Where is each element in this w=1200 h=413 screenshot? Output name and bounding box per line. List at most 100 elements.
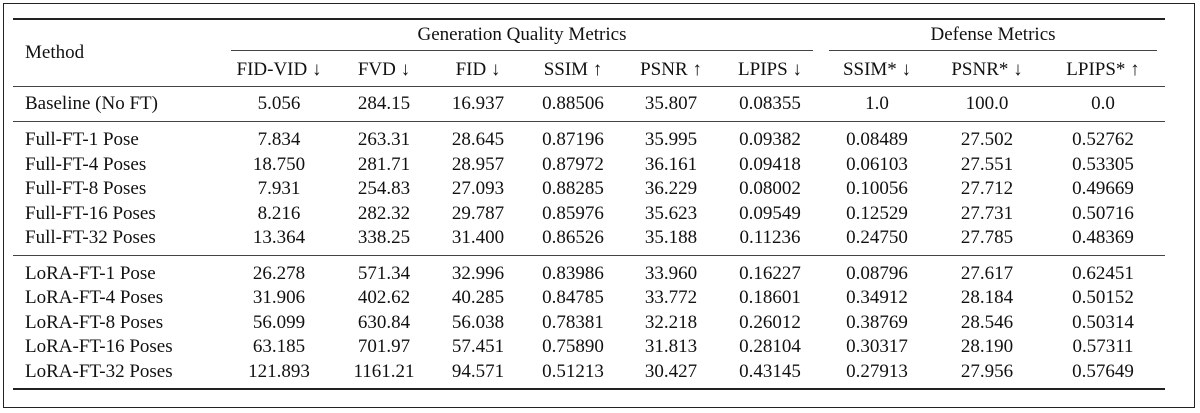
value-cell: 0.43145 bbox=[719, 359, 821, 390]
col-header: FID ↓ bbox=[455, 59, 501, 80]
value-cell: 0.09418 bbox=[739, 153, 801, 175]
value-cell: 8.216 bbox=[257, 202, 301, 224]
value-cell: 0.26012 bbox=[739, 311, 801, 333]
value-cell: 0.85976 bbox=[542, 202, 604, 224]
col-header: PSNR ↑ bbox=[640, 59, 702, 80]
table-row: Full-FT-4 Poses 18.750 281.71 28.957 0.87972… bbox=[13, 153, 1165, 178]
value-cell: 35.188 bbox=[644, 227, 698, 248]
value-cell: 30.427 bbox=[623, 359, 719, 390]
value-cell: 0.11236 bbox=[739, 227, 801, 248]
method-cell: Full-FT-8 Poses bbox=[25, 178, 147, 199]
method-cell: Baseline (No FT) bbox=[13, 86, 223, 122]
value-cell: 0.48369 bbox=[1072, 227, 1134, 248]
value-cell: 27.785 bbox=[960, 227, 1014, 248]
baseline-section: Baseline (No FT) 5.056 284.15 16.937 0.8… bbox=[13, 86, 1165, 122]
table-row: LoRA-FT-8 Poses 56.099 630.84 56.038 0.78381… bbox=[13, 311, 1165, 336]
value-cell: 28.190 bbox=[960, 336, 1014, 357]
table-row: Full-FT-16 Poses 8.216 282.32 29.787 0.85976… bbox=[13, 202, 1165, 227]
value-cell: 40.285 bbox=[451, 287, 505, 308]
value-cell: 26.278 bbox=[223, 254, 335, 286]
value-cell: 0.08489 bbox=[821, 121, 933, 153]
value-cell: 27.956 bbox=[933, 359, 1041, 390]
value-cell: 27.502 bbox=[933, 121, 1041, 153]
value-cell: 31.813 bbox=[644, 336, 698, 357]
col-header: PSNR* ↓ bbox=[951, 59, 1023, 80]
table-row: LoRA-FT-32 Poses 121.893 1161.21 94.571 0.51… bbox=[13, 359, 1165, 390]
value-cell: 571.34 bbox=[335, 254, 433, 286]
value-cell: 13.364 bbox=[252, 227, 306, 248]
col-header: SSIM ↑ bbox=[543, 59, 603, 80]
value-cell: 0.86526 bbox=[542, 227, 604, 248]
table-row: Full-FT-8 Poses 7.931 254.83 27.093 0.88285 3… bbox=[13, 177, 1165, 202]
value-cell: 28.546 bbox=[960, 311, 1014, 333]
value-cell: 0.38769 bbox=[846, 311, 908, 333]
group-header-defense: Defense Metrics bbox=[821, 18, 1165, 54]
value-cell: 63.185 bbox=[252, 336, 306, 357]
value-cell: 0.57311 bbox=[1072, 336, 1134, 357]
value-cell: 0.87196 bbox=[523, 121, 623, 153]
full-ft-section: Full-FT-1 Pose 7.834 263.31 28.645 0.87196 35… bbox=[13, 121, 1165, 256]
value-cell: 56.099 bbox=[252, 311, 306, 333]
results-table: Method Generation Quality Metrics Defens… bbox=[13, 18, 1165, 390]
value-cell: 0.16227 bbox=[719, 254, 821, 286]
value-cell: 16.937 bbox=[433, 86, 523, 122]
value-cell: 27.712 bbox=[960, 178, 1014, 199]
value-cell: 282.32 bbox=[357, 202, 411, 224]
method-cell: Full-FT-4 Poses bbox=[25, 153, 147, 175]
value-cell: 33.772 bbox=[644, 287, 698, 308]
col-header: LPIPS ↓ bbox=[738, 59, 802, 80]
value-cell: 0.51213 bbox=[523, 359, 623, 390]
col-header: FVD ↓ bbox=[357, 59, 411, 80]
value-cell: 27.731 bbox=[960, 202, 1014, 224]
value-cell: 701.97 bbox=[357, 336, 411, 357]
value-cell: 35.623 bbox=[644, 202, 698, 224]
method-cell: LoRA-FT-32 Poses bbox=[13, 359, 223, 390]
col-header: LPIPS* ↑ bbox=[1066, 59, 1140, 80]
value-cell: 27.617 bbox=[933, 254, 1041, 286]
value-cell: 254.83 bbox=[357, 178, 411, 199]
value-cell: 100.0 bbox=[933, 86, 1041, 122]
value-cell: 630.84 bbox=[357, 311, 411, 333]
value-cell: 0.50716 bbox=[1072, 202, 1134, 224]
value-cell: 35.995 bbox=[623, 121, 719, 153]
method-cell: Full-FT-32 Poses bbox=[25, 227, 156, 248]
value-cell: 31.400 bbox=[451, 227, 505, 248]
value-cell: 31.906 bbox=[252, 287, 306, 308]
value-cell: 33.960 bbox=[623, 254, 719, 286]
value-cell: 0.34912 bbox=[846, 287, 908, 308]
table-row: Baseline (No FT) 5.056 284.15 16.937 0.8… bbox=[13, 86, 1165, 122]
value-cell: 7.834 bbox=[223, 121, 335, 153]
value-cell: 27.093 bbox=[451, 178, 505, 199]
value-cell: 0.09549 bbox=[739, 202, 801, 224]
value-cell: 32.218 bbox=[644, 311, 698, 333]
value-cell: 0.84785 bbox=[542, 287, 604, 308]
value-cell: 121.893 bbox=[223, 359, 335, 390]
value-cell: 36.229 bbox=[644, 178, 698, 199]
table-row: LoRA-FT-1 Pose 26.278 571.34 32.996 0.83986 3… bbox=[13, 254, 1165, 286]
value-cell: 0.08355 bbox=[719, 86, 821, 122]
table-row: LoRA-FT-16 Poses 63.185 701.97 57.451 0.7589… bbox=[13, 335, 1165, 360]
value-cell: 0.53305 bbox=[1072, 153, 1134, 175]
value-cell: 0.28104 bbox=[739, 336, 801, 357]
value-cell: 5.056 bbox=[223, 86, 335, 122]
value-cell: 402.62 bbox=[357, 287, 411, 308]
table-frame bbox=[3, 3, 1195, 408]
value-cell: 57.451 bbox=[451, 336, 505, 357]
method-cell: Full-FT-16 Poses bbox=[25, 202, 156, 224]
value-cell: 263.31 bbox=[335, 121, 433, 153]
lora-ft-section: LoRA-FT-1 Pose 26.278 571.34 32.996 0.83986 3… bbox=[13, 254, 1165, 390]
col-header: SSIM* ↓ bbox=[842, 59, 912, 80]
method-cell: LoRA-FT-1 Pose bbox=[13, 254, 223, 286]
value-cell: 0.08002 bbox=[739, 178, 801, 199]
value-cell: 0.10056 bbox=[846, 178, 908, 199]
method-cell: LoRA-FT-16 Poses bbox=[25, 336, 173, 357]
value-cell: 27.551 bbox=[960, 153, 1014, 175]
value-cell: 0.12529 bbox=[846, 202, 908, 224]
value-cell: 0.18601 bbox=[739, 287, 801, 308]
value-cell: 29.787 bbox=[451, 202, 505, 224]
value-cell: 94.571 bbox=[433, 359, 523, 390]
value-cell: 0.78381 bbox=[542, 311, 604, 333]
value-cell: 36.161 bbox=[644, 153, 698, 175]
value-cell: 0.49669 bbox=[1072, 178, 1134, 199]
value-cell: 0.08796 bbox=[821, 254, 933, 286]
